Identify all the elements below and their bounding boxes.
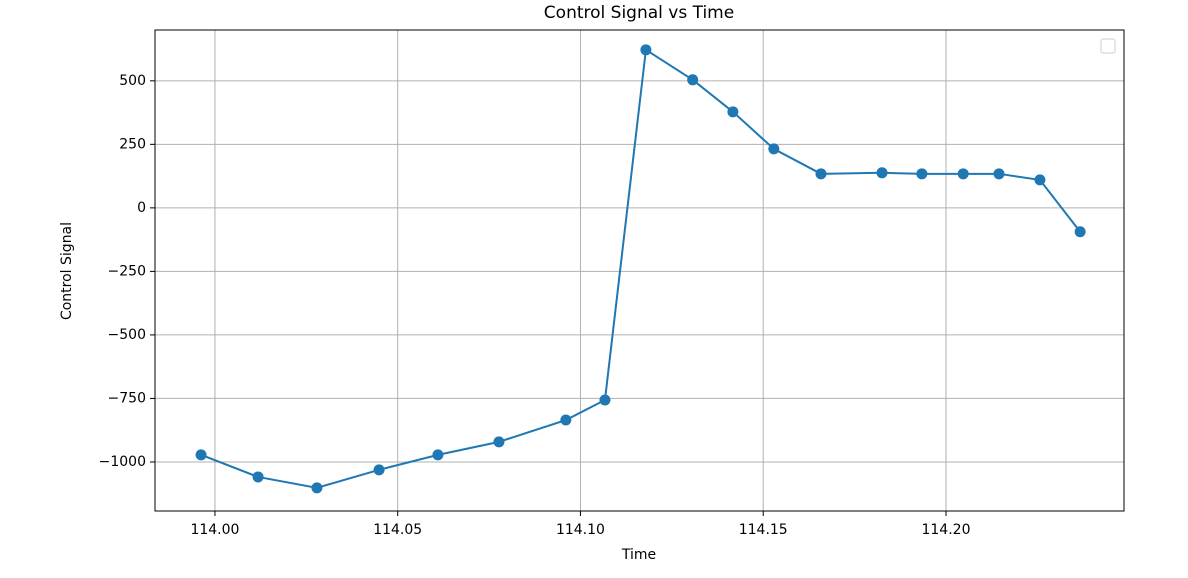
y-tick-label: −1000 (99, 454, 146, 470)
data-point (727, 106, 739, 118)
data-point (493, 436, 505, 448)
data-point (768, 143, 780, 155)
data-point (1034, 174, 1046, 186)
data-point (252, 471, 264, 483)
data-point (195, 449, 207, 461)
data-point (1074, 226, 1086, 238)
y-tick-label: −250 (108, 263, 146, 279)
data-point (957, 168, 969, 180)
data-point (599, 394, 611, 406)
x-tick-label: 114.05 (373, 522, 422, 538)
x-tick-label: 114.15 (739, 522, 788, 538)
plot-frame (154, 29, 1125, 512)
chart-title: Control Signal vs Time (544, 3, 734, 23)
y-tick-label: −750 (108, 390, 146, 406)
data-point (815, 168, 827, 180)
data-point (640, 44, 652, 56)
x-tick-label: 114.20 (921, 522, 970, 538)
x-tick-label: 114.10 (556, 522, 605, 538)
legend-box (1100, 38, 1116, 54)
y-tick-label: 250 (119, 136, 146, 152)
x-tick-label: 114.00 (190, 522, 239, 538)
data-point (560, 414, 572, 426)
data-point (916, 168, 928, 180)
data-point (373, 464, 385, 476)
data-point (432, 449, 444, 461)
data-point (311, 482, 323, 494)
y-axis-label: Control Signal (59, 222, 75, 320)
data-point (876, 167, 888, 179)
data-point (687, 74, 699, 86)
data-point (993, 168, 1005, 180)
y-tick-label: 0 (137, 200, 146, 216)
y-tick-label: −500 (108, 327, 146, 343)
y-tick-label: 500 (119, 73, 146, 89)
x-axis-label: Time (621, 547, 656, 563)
